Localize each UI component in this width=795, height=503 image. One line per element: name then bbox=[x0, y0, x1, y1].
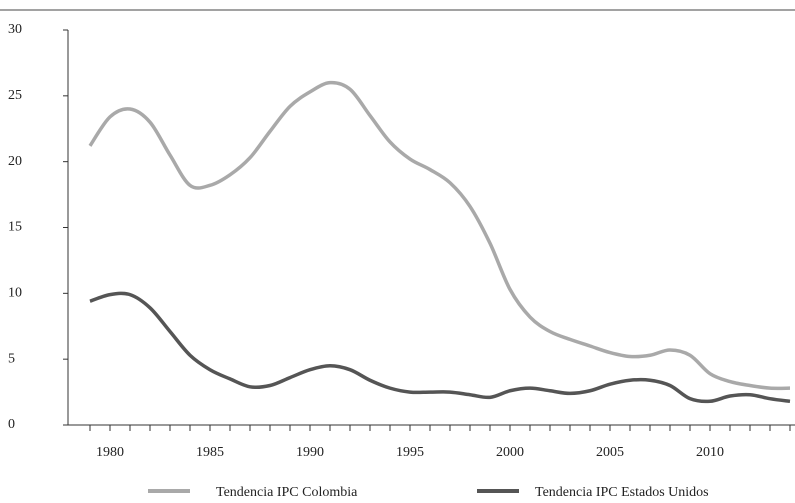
y-tick-label: 0 bbox=[8, 417, 15, 432]
legend-label: Tendencia IPC Estados Unidos bbox=[535, 485, 709, 500]
y-tick-label: 5 bbox=[8, 351, 15, 366]
x-tick-label: 1985 bbox=[196, 445, 224, 460]
y-tick-label: 20 bbox=[8, 154, 22, 169]
x-tick-label: 1990 bbox=[296, 445, 324, 460]
x-tick-label: 1995 bbox=[396, 445, 424, 460]
x-tick-label: 1980 bbox=[96, 445, 124, 460]
y-tick-label: 25 bbox=[8, 88, 22, 103]
series-line bbox=[89, 291, 791, 404]
y-tick-label: 15 bbox=[8, 220, 22, 235]
y-tick-label: 30 bbox=[8, 22, 22, 37]
x-tick-label: 2000 bbox=[496, 445, 524, 460]
series-line bbox=[88, 80, 791, 391]
x-tick-label: 2005 bbox=[596, 445, 624, 460]
legend-label: Tendencia IPC Colombia bbox=[216, 485, 358, 500]
x-tick-label: 2010 bbox=[696, 445, 724, 460]
y-tick-label: 10 bbox=[8, 286, 22, 301]
